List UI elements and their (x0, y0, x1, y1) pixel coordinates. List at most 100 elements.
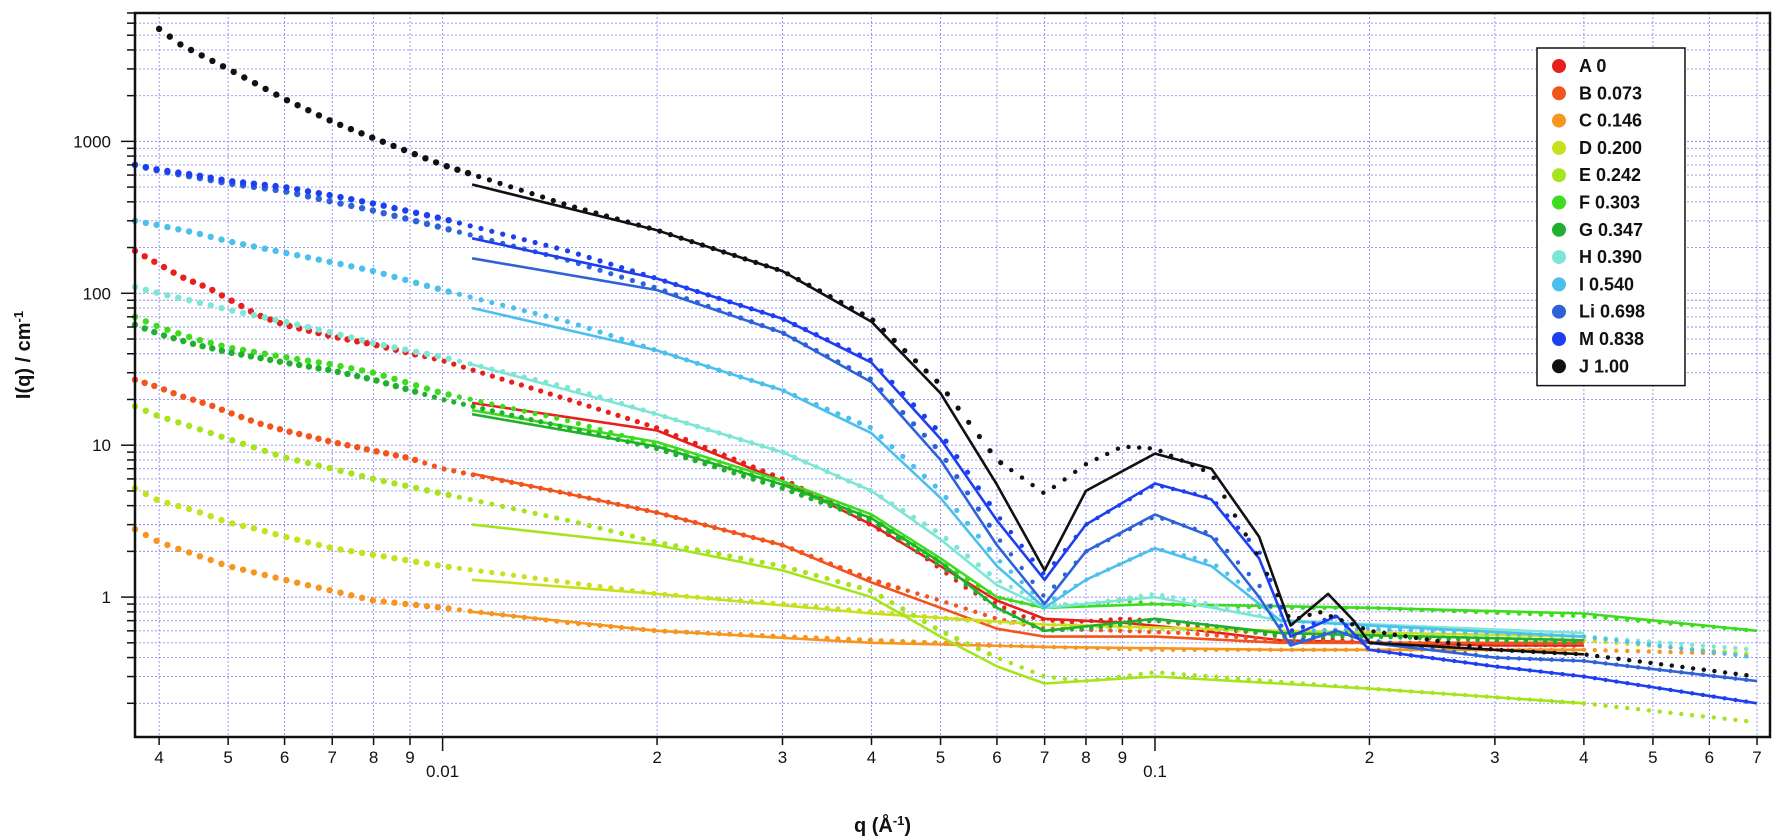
data-point (629, 277, 636, 284)
data-point (965, 617, 971, 623)
data-point (738, 436, 744, 443)
data-point (683, 629, 690, 635)
data-point (1669, 663, 1675, 668)
data-point (699, 242, 706, 248)
data-point (1398, 647, 1403, 652)
data-point (1203, 494, 1208, 499)
data-point (1646, 708, 1652, 713)
data-point (1541, 650, 1547, 655)
data-point (1079, 626, 1084, 632)
data-point (1538, 632, 1543, 638)
data-point (748, 440, 755, 446)
data-point (348, 202, 355, 210)
data-point (1095, 677, 1100, 682)
data-point (619, 432, 625, 438)
data-point (315, 256, 322, 263)
data-point (247, 417, 255, 424)
data-point (326, 258, 333, 265)
data-point (1320, 639, 1326, 644)
data-point (391, 555, 398, 562)
data-point (261, 314, 268, 321)
data-point (1149, 601, 1154, 606)
data-point (770, 313, 776, 319)
data-point (199, 399, 206, 406)
data-point (1722, 670, 1728, 675)
data-point (1722, 675, 1727, 680)
data-point (1060, 619, 1065, 625)
data-point (1744, 718, 1749, 724)
data-point (586, 495, 592, 501)
data-point (272, 531, 279, 538)
data-point (1475, 637, 1480, 642)
data-point (705, 549, 711, 555)
data-point (467, 361, 473, 367)
data-point (229, 437, 236, 444)
data-point (153, 537, 160, 544)
data-point (1572, 640, 1577, 645)
data-point (683, 357, 690, 363)
data-point (1268, 577, 1273, 583)
data-point (1203, 530, 1208, 535)
data-point (1166, 630, 1171, 635)
data-point (1571, 613, 1576, 618)
data-point (997, 538, 1003, 543)
data-point (1008, 584, 1014, 590)
data-point (902, 348, 908, 354)
data-point (1549, 698, 1554, 704)
data-point (1646, 666, 1652, 671)
data-point (1190, 463, 1195, 468)
data-point (305, 433, 313, 440)
data-point (662, 591, 668, 598)
data-point (1538, 669, 1543, 674)
data-point (521, 614, 527, 621)
data-point (1625, 639, 1630, 644)
data-point (1516, 656, 1522, 661)
data-point (1625, 663, 1630, 669)
data-point (337, 546, 344, 553)
data-point (912, 358, 919, 364)
data-point (431, 394, 437, 400)
data-point (1646, 684, 1652, 689)
data-point (380, 342, 387, 349)
data-point (151, 382, 158, 390)
data-point (824, 469, 830, 475)
data-point (1484, 694, 1489, 699)
data-point (218, 347, 226, 354)
data-point (230, 68, 237, 76)
data-point (694, 630, 700, 636)
data-point (550, 197, 556, 204)
data-point (467, 232, 473, 238)
data-point (1235, 525, 1241, 530)
data-point (1158, 448, 1163, 454)
data-point (170, 335, 177, 342)
data-point (911, 612, 917, 618)
data-point (411, 150, 418, 158)
data-point (489, 299, 495, 306)
legend-label: M 0.838 (1579, 329, 1644, 349)
data-point (1050, 618, 1055, 623)
data-point (272, 247, 279, 255)
data-point (283, 184, 290, 191)
data-point (294, 321, 301, 328)
data-point (261, 447, 268, 455)
data-point (1051, 644, 1057, 650)
data-point (380, 270, 387, 278)
x-tick-label: 0.1 (1143, 762, 1167, 781)
data-point (911, 639, 917, 645)
data-point (305, 107, 312, 114)
data-point (1646, 642, 1652, 647)
data-point (905, 588, 910, 593)
data-point (1452, 658, 1457, 664)
data-point (716, 307, 722, 313)
data-point (662, 414, 668, 420)
data-point (1592, 660, 1598, 665)
data-point (1205, 632, 1210, 637)
data-point (1430, 608, 1435, 613)
data-point (1527, 668, 1533, 673)
data-point (315, 435, 322, 442)
data-point (1339, 618, 1344, 623)
data-point (547, 421, 553, 427)
data-point (1417, 640, 1422, 645)
data-point (369, 597, 377, 604)
